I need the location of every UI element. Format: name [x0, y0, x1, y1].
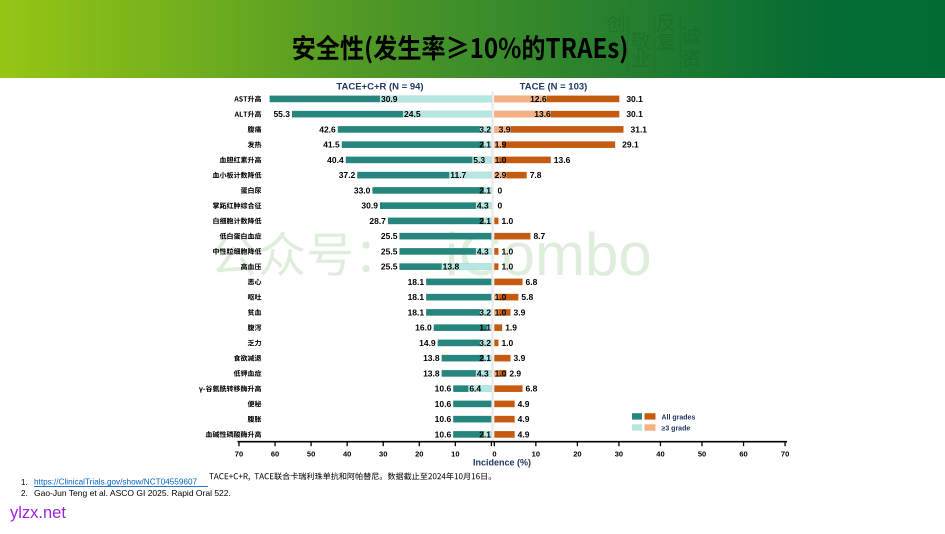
- svg-text:14.9: 14.9: [419, 338, 436, 348]
- svg-text:10.6: 10.6: [435, 429, 452, 439]
- svg-text:25.5: 25.5: [381, 231, 398, 241]
- svg-text:0: 0: [498, 185, 503, 195]
- svg-text:37.2: 37.2: [339, 170, 356, 180]
- svg-text:2.9: 2.9: [509, 368, 521, 378]
- svg-text:https://ClinicalTrials.gov/sho: https://ClinicalTrials.gov/show/NCT04559…: [34, 477, 198, 486]
- svg-text:18.1: 18.1: [408, 277, 425, 287]
- svg-text:25.5: 25.5: [381, 246, 398, 256]
- svg-text:41.5: 41.5: [323, 140, 340, 150]
- svg-text:Incidence (%): Incidence (%): [473, 458, 531, 468]
- svg-text:30.1: 30.1: [626, 109, 643, 119]
- svg-text:70: 70: [781, 450, 789, 459]
- svg-text:4.3: 4.3: [477, 246, 489, 256]
- svg-text:1.0: 1.0: [495, 292, 507, 302]
- svg-text:5.8: 5.8: [521, 292, 533, 302]
- svg-text:30: 30: [379, 450, 387, 459]
- svg-text:3.9: 3.9: [499, 124, 511, 134]
- svg-text:0: 0: [498, 201, 503, 211]
- svg-text:10.6: 10.6: [435, 384, 452, 394]
- svg-text:50: 50: [698, 450, 706, 459]
- svg-text:1.9: 1.9: [495, 140, 507, 150]
- svg-text:1.0: 1.0: [495, 155, 507, 165]
- svg-text:1.0: 1.0: [495, 368, 507, 378]
- svg-text:2.1: 2.1: [479, 140, 491, 150]
- svg-text:10.6: 10.6: [435, 399, 452, 409]
- svg-text:6.4: 6.4: [469, 384, 481, 394]
- svg-text:30.1: 30.1: [626, 94, 643, 104]
- svg-text:2.1: 2.1: [479, 429, 491, 439]
- svg-text:55.3: 55.3: [273, 109, 290, 119]
- svg-text:20: 20: [415, 450, 423, 459]
- svg-text:4.3: 4.3: [477, 201, 489, 211]
- svg-text:0: 0: [492, 450, 496, 459]
- svg-text:3.2: 3.2: [479, 338, 491, 348]
- svg-text:31.1: 31.1: [630, 124, 647, 134]
- svg-text:1.0: 1.0: [501, 262, 513, 272]
- svg-text:TACE+C+R (N = 94): TACE+C+R (N = 94): [336, 82, 423, 93]
- svg-text:13.6: 13.6: [554, 155, 571, 165]
- svg-text:2.: 2.: [21, 489, 28, 498]
- svg-text:40: 40: [656, 450, 664, 459]
- svg-text:1.0: 1.0: [495, 307, 507, 317]
- svg-text:40: 40: [343, 450, 351, 459]
- svg-text:1.9: 1.9: [505, 323, 517, 333]
- svg-text:50: 50: [307, 450, 315, 459]
- svg-text:60: 60: [739, 450, 747, 459]
- svg-text:1.0: 1.0: [501, 216, 513, 226]
- svg-text:4.9: 4.9: [518, 429, 530, 439]
- svg-text:2.1: 2.1: [479, 353, 491, 363]
- svg-text:4.9: 4.9: [518, 414, 530, 424]
- svg-text:3.9: 3.9: [514, 307, 526, 317]
- svg-text:30.9: 30.9: [381, 94, 398, 104]
- svg-text:3.2: 3.2: [479, 307, 491, 317]
- svg-text:13.8: 13.8: [443, 262, 460, 272]
- svg-text:13.6: 13.6: [534, 109, 551, 119]
- svg-text:30: 30: [615, 450, 623, 459]
- svg-text:6.8: 6.8: [526, 384, 538, 394]
- svg-text:60: 60: [271, 450, 279, 459]
- svg-text:1.1: 1.1: [479, 323, 491, 333]
- svg-text:16.0: 16.0: [415, 323, 432, 333]
- svg-text:1.0: 1.0: [501, 338, 513, 348]
- svg-text:10.6: 10.6: [435, 414, 452, 424]
- svg-text:≥3 grade: ≥3 grade: [662, 426, 691, 433]
- svg-text:8.7: 8.7: [533, 231, 545, 241]
- svg-text:10: 10: [532, 450, 540, 459]
- svg-text:All grades: All grades: [662, 414, 696, 421]
- svg-text:6.8: 6.8: [526, 277, 538, 287]
- svg-text:24.5: 24.5: [404, 109, 421, 119]
- svg-text:2.1: 2.1: [479, 185, 491, 195]
- svg-text:3.2: 3.2: [479, 124, 491, 134]
- svg-text:25.5: 25.5: [381, 262, 398, 272]
- svg-text:4.3: 4.3: [477, 368, 489, 378]
- svg-text:20: 20: [573, 450, 581, 459]
- svg-text:2.9: 2.9: [495, 170, 507, 180]
- svg-text:3.9: 3.9: [514, 353, 526, 363]
- svg-text:TACE (N = 103): TACE (N = 103): [520, 82, 588, 93]
- svg-text:1.: 1.: [21, 478, 28, 487]
- svg-text:18.1: 18.1: [408, 292, 425, 302]
- svg-text:13.8: 13.8: [423, 368, 440, 378]
- svg-text:18.1: 18.1: [408, 307, 425, 317]
- svg-text:1.0: 1.0: [501, 246, 513, 256]
- svg-text:30.9: 30.9: [361, 201, 378, 211]
- svg-text:42.6: 42.6: [319, 124, 336, 134]
- svg-text:Gao-Jun Teng et al. ASCO GI 20: Gao-Jun Teng et al. ASCO GI 2025. Rapid …: [34, 488, 231, 498]
- svg-text:7.8: 7.8: [530, 170, 542, 180]
- svg-text:11.7: 11.7: [450, 170, 466, 180]
- svg-text:2.1: 2.1: [479, 216, 491, 226]
- svg-text:33.0: 33.0: [354, 185, 371, 195]
- svg-text:29.1: 29.1: [622, 140, 639, 150]
- svg-text:5.3: 5.3: [473, 155, 485, 165]
- svg-text:12.6: 12.6: [530, 94, 547, 104]
- svg-text:4.9: 4.9: [518, 399, 530, 409]
- svg-text:28.7: 28.7: [369, 216, 386, 226]
- svg-text:10: 10: [451, 450, 459, 459]
- svg-text:40.4: 40.4: [327, 155, 344, 165]
- svg-text:ylzx.net: ylzx.net: [10, 504, 66, 522]
- svg-text:70: 70: [235, 450, 243, 459]
- svg-text:13.8: 13.8: [423, 353, 440, 363]
